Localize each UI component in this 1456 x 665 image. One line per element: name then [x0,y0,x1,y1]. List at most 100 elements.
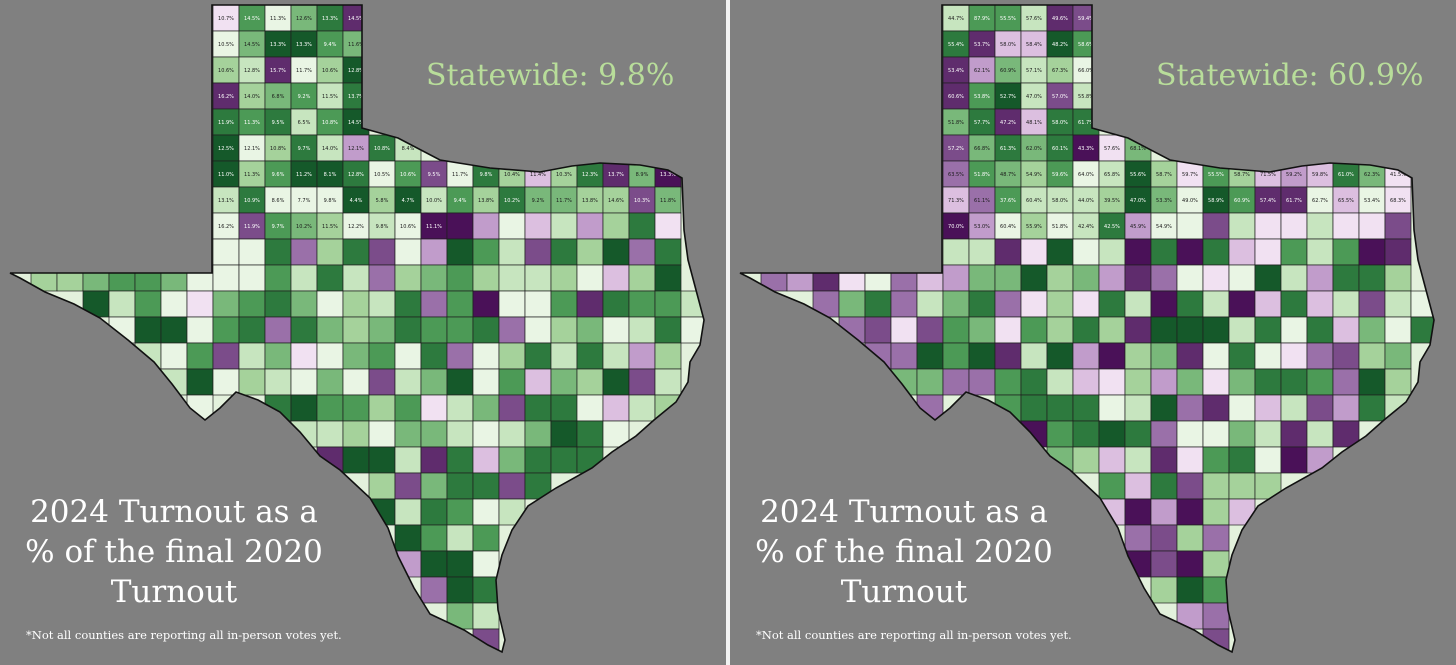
county-turnout-label: 53.4% [1364,198,1380,204]
county-turnout-label: 14.5% [348,16,364,22]
county-shape [238,238,266,266]
county-shape [394,342,422,370]
county-turnout-label: 11.3% [270,16,286,22]
county-turnout-label: 10.6% [322,68,338,74]
county-shape [1384,212,1412,240]
county-shape [1020,5,1048,32]
county-turnout-label: 12.5% [218,146,234,152]
county-shape [368,342,396,370]
county-turnout-label: 11.2% [296,172,312,178]
county-shape [472,498,500,526]
county-shape [472,576,500,604]
county-shape [160,342,188,370]
county-shape [134,264,162,292]
county-shape [1072,212,1100,240]
county-turnout-label: 9.5% [272,120,285,126]
county-shape [446,368,474,396]
county-turnout-label: 9.7% [298,146,311,152]
county-shape [1150,420,1178,448]
county-shape [1046,160,1074,188]
county-shape [472,446,500,474]
county-shape [1072,446,1100,474]
county-shape [1306,368,1334,396]
county-shape [290,420,318,448]
county-shape [186,368,214,396]
county-turnout-label: 58.0% [1000,42,1016,48]
county-turnout-label: 49.0% [1182,198,1198,204]
county-shape [1280,342,1308,370]
county-turnout-label: 9.7% [272,224,285,230]
county-shape [1332,394,1360,422]
county-shape [1358,186,1386,214]
counties: 10.7% 14.5% 11.3% 12.6% 13.3% 14.5% 10.5% 14.5%… [10,5,704,652]
county-shape [1202,342,1230,370]
county-shape [290,316,318,344]
county-turnout-label: 8.1% [324,172,337,178]
county-shape [1332,342,1360,370]
county-shape [368,446,396,474]
county-shape [1202,446,1230,474]
county-shape [264,238,292,266]
county-turnout-label: 14.0% [322,146,338,152]
county-shape [1098,160,1126,188]
county-turnout-label: 59.6% [1052,172,1068,178]
county-turnout-label: 6.8% [272,94,285,100]
county-turnout-label: 11.1% [426,224,442,230]
county-shape [1124,498,1152,526]
county-shape [680,316,704,344]
county-shape [1176,368,1204,396]
county-turnout-label: 66.8% [974,146,990,152]
county-turnout-label: 60.9% [1000,68,1016,74]
county-shape [1020,212,1048,240]
county-shape [942,5,970,32]
county-shape [160,316,188,344]
county-shape [420,498,448,526]
county-shape [916,264,944,292]
county-shape [550,264,578,292]
county-shape [1072,420,1100,448]
county-shape [968,134,996,162]
county-turnout-label: 60.4% [1000,224,1016,230]
county-turnout-label: 42.5% [1104,224,1120,230]
county-turnout-label: 10.3% [556,172,572,178]
county-shape [1020,238,1048,266]
county-turnout-label: 47.2% [1000,120,1016,126]
county-shape [1254,212,1282,240]
county-turnout-label: 55.5% [1208,172,1224,178]
county-turnout-label: 62.0% [1026,146,1042,152]
county-shape [446,394,474,422]
county-shape [1358,394,1386,422]
county-turnout-label: 57.6% [1104,146,1120,152]
county-shape [1332,238,1360,266]
county-shape [1046,420,1074,448]
county-turnout-label: 53.8% [974,94,990,100]
county-shape [628,212,656,240]
county-shape [524,446,552,474]
county-turnout-label: 9.4% [454,198,467,204]
county-shape [942,368,970,396]
county-shape [1384,368,1412,396]
county-turnout-label: 11.3% [244,120,260,126]
county-shape [1098,472,1126,500]
county-shape [1072,368,1100,396]
county-shape [1254,368,1282,396]
county-turnout-label: 14.5% [244,42,260,48]
county-turnout-label: 61.1% [974,198,990,204]
county-turnout-label: 57.7% [974,120,990,126]
county-shape [342,212,370,240]
county-shape [1280,420,1308,448]
county-turnout-label: 37.6% [1000,198,1016,204]
county-shape [1020,394,1048,422]
county-turnout-label: 11.5% [322,94,338,100]
county-shape [1254,342,1282,370]
county-shape [472,472,500,500]
county-shape [394,368,422,396]
county-shape [890,290,918,318]
county-turnout-label: 15.7% [270,68,286,74]
county-shape [654,238,682,266]
county-shape [1254,420,1282,448]
county-turnout-label: 47.0% [1026,94,1042,100]
county-shape [1072,238,1100,266]
county-turnout-label: 57.6% [1026,16,1042,22]
county-turnout-label: 57.2% [948,146,964,152]
